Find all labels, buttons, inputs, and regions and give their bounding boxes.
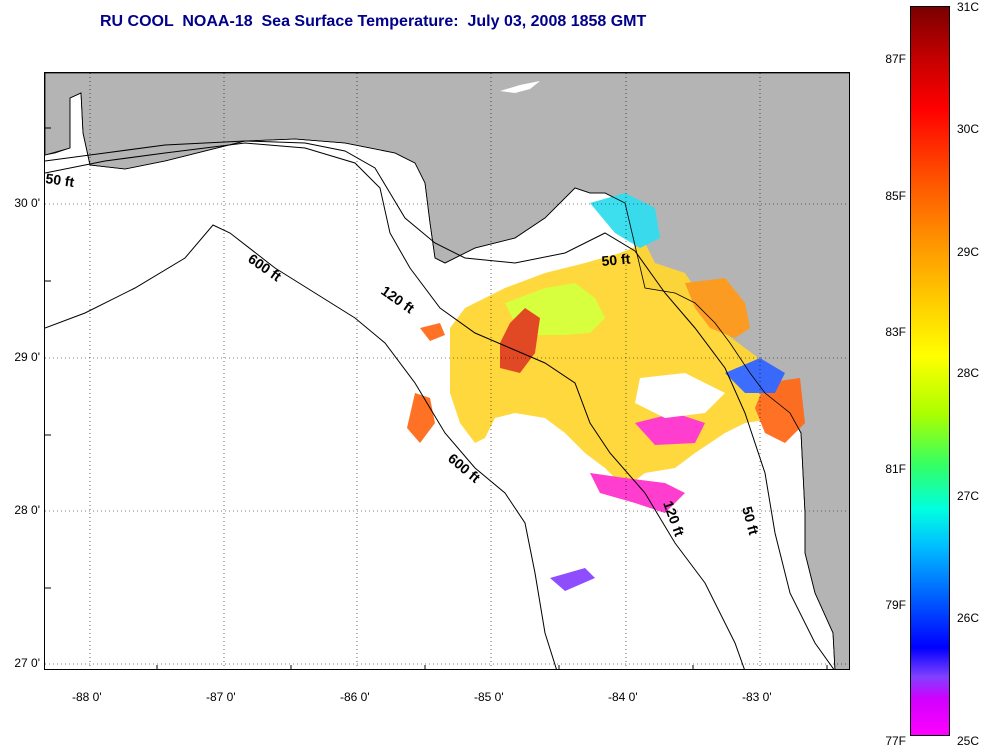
isobath-50	[45, 140, 835, 669]
colorbar-label-87f: 87F	[885, 52, 906, 66]
lat-label-30: 30 0'	[14, 196, 40, 210]
patch-magenta-east	[635, 413, 705, 445]
lat-label-28: 28 0'	[14, 503, 40, 517]
coastline	[45, 92, 836, 669]
patch-orange-west	[407, 393, 435, 443]
colorbar-label-77f: 77F	[885, 734, 906, 748]
isobath-120	[45, 142, 745, 669]
sst-map-canvas: 50 ft 600 ft 120 ft 50 ft 600 ft 120 ft …	[45, 73, 849, 669]
colorbar-label-28c: 28C	[957, 366, 980, 380]
colorbar-label-83f: 83F	[885, 325, 906, 339]
lon-label-85: -85 0'	[474, 690, 504, 704]
lat-label-29: 29 0'	[14, 350, 40, 364]
depth-label-120ft-mid: 120 ft	[378, 282, 417, 316]
lon-label-88: -88 0'	[72, 690, 102, 704]
patch-orange-se	[755, 378, 805, 443]
colorbar-label-27c: 27C	[957, 489, 980, 503]
depth-label-120ft-south: 120 ft	[660, 499, 688, 539]
patch-purple-sw	[550, 568, 595, 591]
depth-label-600ft-north: 600 ft	[245, 250, 284, 284]
sst-map: 50 ft 600 ft 120 ft 50 ft 600 ft 120 ft …	[44, 72, 850, 670]
colorbar-label-30c: 30C	[957, 122, 980, 136]
temperature-colorbar	[910, 6, 950, 736]
depth-label-50ft-south: 50 ft	[739, 505, 762, 537]
colorbar-label-29c: 29C	[957, 245, 980, 259]
lon-label-83: -83 0'	[742, 690, 772, 704]
colorbar-label-81f: 81F	[885, 462, 906, 476]
patch-cyan-north	[590, 193, 660, 248]
colorbar-label-25c: 25C	[957, 734, 980, 748]
island-top	[500, 81, 540, 93]
lon-label-84: -84 0'	[608, 690, 638, 704]
colorbar-label-26c: 26C	[957, 611, 980, 625]
patch-red-west	[420, 323, 445, 341]
patch-orange-east	[685, 278, 750, 338]
isobath-600	[45, 224, 557, 669]
depth-label-50ft-west: 50 ft	[45, 170, 76, 190]
patch-magenta-south	[590, 473, 685, 513]
colorbar-label-31c: 31C	[957, 0, 980, 14]
isobath-lines	[45, 140, 835, 669]
lon-label-87: -87 0'	[206, 690, 236, 704]
lon-label-86: -86 0'	[340, 690, 370, 704]
map-title: RU COOL NOAA-18 Sea Surface Temperature:…	[100, 13, 647, 30]
colorbar-label-79f: 79F	[885, 598, 906, 612]
colorbar-label-85f: 85F	[885, 189, 906, 203]
sst-patches	[407, 193, 805, 591]
depth-label-50ft-east: 50 ft	[601, 251, 631, 269]
patch-white-gap	[635, 373, 725, 418]
patch-blue-east	[725, 358, 785, 393]
lat-label-27: 27 0'	[14, 656, 40, 670]
frame-ticks	[45, 127, 828, 669]
